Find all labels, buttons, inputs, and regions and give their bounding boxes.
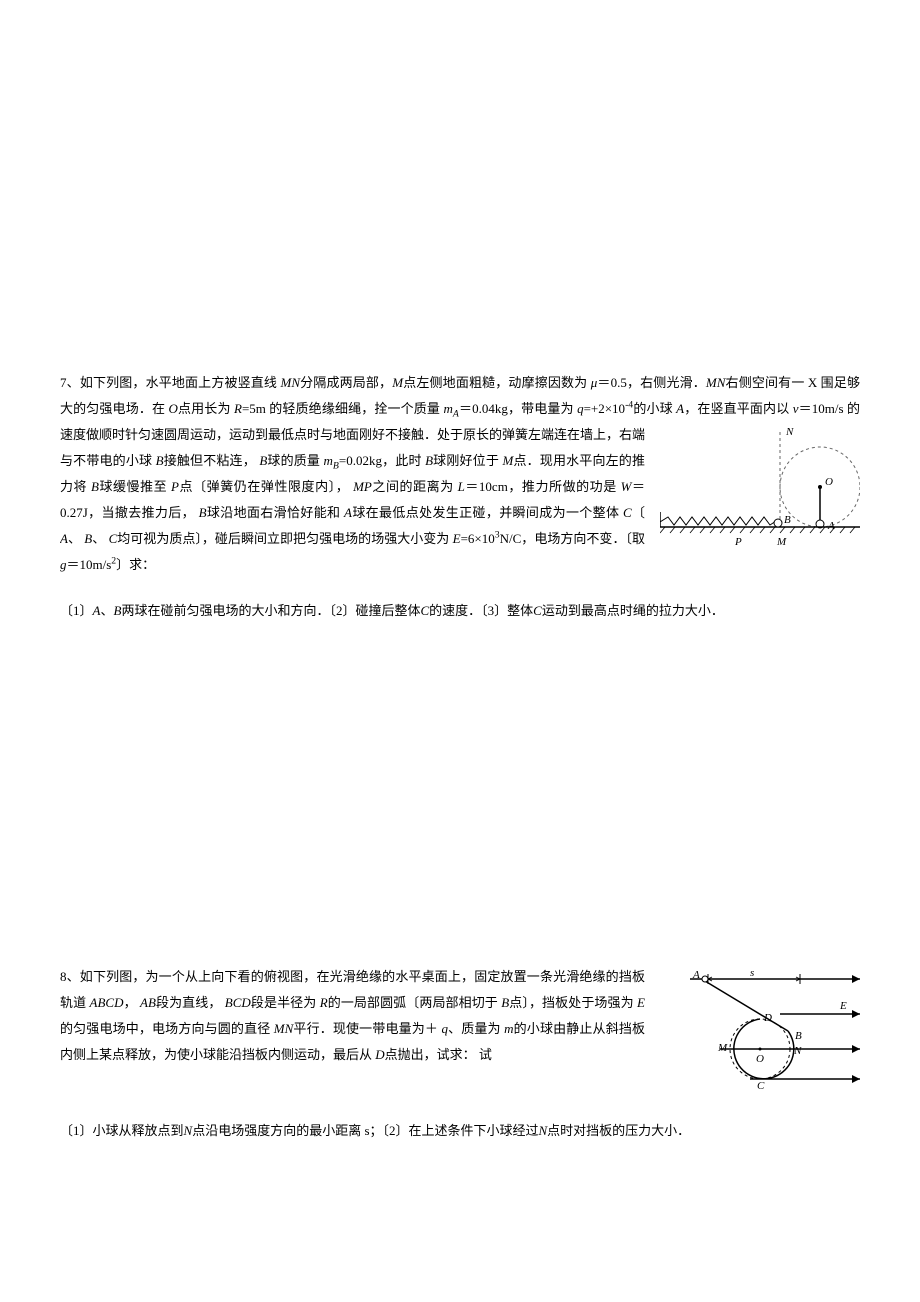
spring-circle-diagram: N O A B P M (660, 427, 860, 557)
problem-8-figure: A s E D B M O N C (660, 969, 860, 1098)
label-o: O (756, 1053, 764, 1065)
label-d: D (763, 1012, 772, 1024)
ball-b (774, 519, 782, 527)
label-c: C (757, 1080, 765, 1089)
label-n: N (785, 427, 794, 438)
label-b: B (784, 514, 791, 526)
label-p: P (734, 536, 742, 548)
label-s: s (750, 969, 754, 979)
ball-start (702, 976, 708, 982)
label-n: N (793, 1045, 802, 1057)
arrow-head-mn (852, 1045, 860, 1053)
problem-7-figure: N O A B P M (660, 427, 860, 566)
problem-7: 7、如下列图，水平地面上方被竖直线 MN分隔成两局部，M点左侧地面粗糙，动摩擦因… (60, 370, 860, 624)
problem-8: A s E D B M O N C 8、如下列图，为一个从上向下看的俯视图，在光… (60, 964, 860, 1144)
spring (660, 517, 776, 525)
spacer (60, 684, 860, 964)
label-a: A (692, 969, 700, 981)
track-circle-diagram: A s E D B M O N C (660, 969, 860, 1089)
label-m: M (776, 536, 787, 548)
problem-8-subquestions: 〔1〕小球从释放点到N点沿电场强度方向的最小距离 s；〔2〕在上述条件下小球经过… (60, 1118, 860, 1144)
label-b: B (795, 1030, 802, 1042)
problem-number: 7、 (60, 375, 80, 390)
label-m: M (717, 1042, 728, 1054)
label-e: E (839, 1000, 847, 1012)
arrow-head-1 (852, 975, 860, 983)
label-a: A (827, 520, 835, 532)
problem-7-text: 7、如下列图，水平地面上方被竖直线 MN分隔成两局部，M点左侧地面粗糙，动摩擦因… (60, 370, 860, 578)
problem-8-text: A s E D B M O N C 8、如下列图，为一个从上向下看的俯视图，在光… (60, 964, 860, 1098)
ground-hatching (660, 527, 855, 533)
label-o: O (825, 476, 833, 488)
problem-number: 8、 (60, 969, 80, 984)
problem-7-subquestions: 〔1〕A、B两球在碰前匀强电场的大小和方向．〔2〕碰撞后整体C的速度．〔3〕整体… (60, 598, 860, 624)
point-o-center (759, 1048, 762, 1051)
arrow-head-bottom (852, 1075, 860, 1083)
arrow-head-e (852, 1010, 860, 1018)
